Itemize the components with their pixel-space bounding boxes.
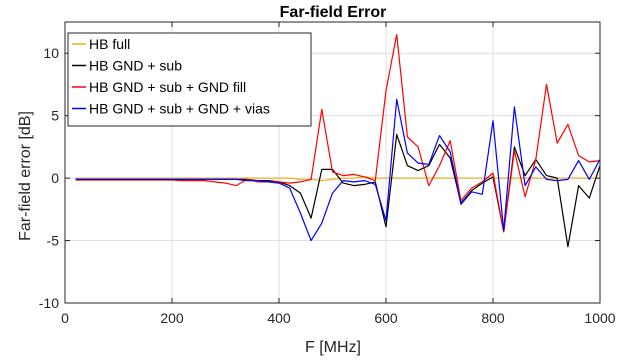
- y-tick-label: -10: [39, 295, 59, 311]
- legend-label: HB GND + sub: [89, 58, 182, 74]
- legend-label: HB GND + sub + GND fill: [89, 79, 246, 95]
- series-line-hb-gnd-sub-gnd-vias: [75, 98, 601, 242]
- y-tick-label: 10: [43, 45, 59, 61]
- series-line-hb-full: [75, 176, 600, 182]
- plot-frame: [64, 21, 601, 304]
- x-axis: 0 200 400 600 800 1000: [61, 22, 616, 326]
- y-tick-label: 0: [51, 170, 59, 186]
- series-layer: [75, 33, 601, 248]
- x-tick-label: 800: [481, 310, 505, 326]
- legend-label: HB full: [89, 36, 130, 52]
- x-tick-label: 0: [61, 310, 69, 326]
- legend-box: [67, 32, 312, 127]
- x-tick-label: 600: [374, 310, 398, 326]
- y-axis-label: Far-field error [dB]: [17, 111, 34, 241]
- y-tick-label: 5: [51, 108, 59, 124]
- y-tick-label: -5: [47, 233, 60, 249]
- x-tick-label: 200: [160, 310, 184, 326]
- legend: HB full HB GND + sub HB GND + sub + GND fi…: [67, 32, 312, 127]
- x-tick-label: 1000: [584, 310, 615, 326]
- legend-label: HB GND + sub + GND + vias: [89, 101, 270, 117]
- y-axis: -10 -5 0 5 10: [39, 45, 600, 311]
- chart-title: Far-field Error: [280, 4, 387, 21]
- x-axis-label: F [MHz]: [305, 339, 361, 356]
- x-tick-label: 400: [267, 310, 291, 326]
